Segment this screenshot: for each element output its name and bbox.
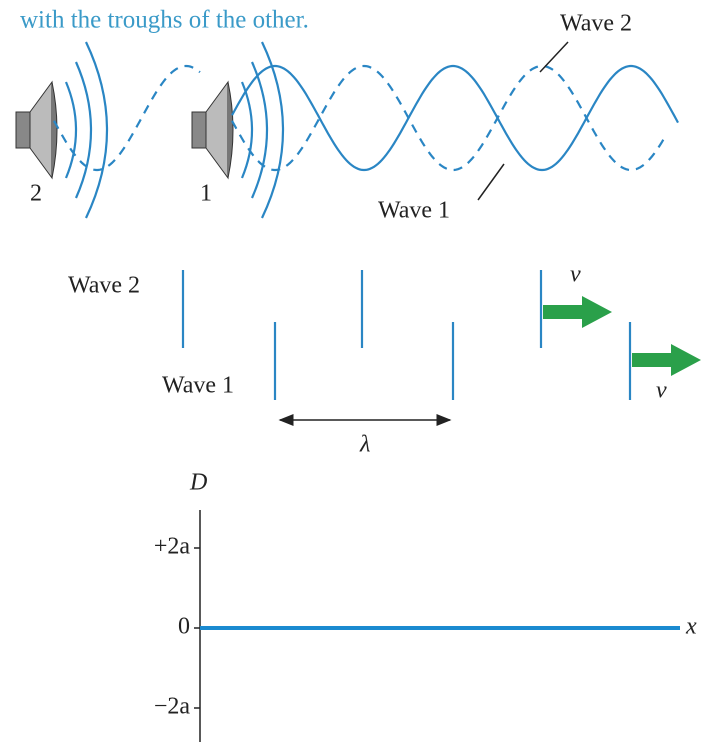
wave-label: Wave 2 bbox=[560, 11, 632, 37]
speaker-2 bbox=[15, 80, 58, 180]
wave-2-curve bbox=[53, 64, 667, 172]
wavefront-arc bbox=[74, 61, 93, 199]
tick-label: +2a bbox=[154, 534, 191, 560]
wave-label: Wave 2 bbox=[68, 273, 140, 299]
wavefront-arc bbox=[85, 41, 109, 219]
wavefront-arc bbox=[64, 81, 78, 179]
wavefront-arc bbox=[250, 61, 269, 199]
speaker-label: 2 bbox=[30, 181, 42, 207]
x-axis-label: x bbox=[685, 614, 697, 640]
wave-1-curve bbox=[231, 64, 679, 172]
wavefront-arc bbox=[261, 41, 285, 219]
speed-label: v bbox=[656, 378, 667, 404]
speed-label: v bbox=[570, 262, 581, 288]
caption: with the troughs of the other. bbox=[20, 7, 309, 34]
wave-label: Wave 1 bbox=[162, 373, 234, 399]
tick-label: −2a bbox=[154, 694, 191, 720]
velocity-arrow bbox=[632, 344, 701, 376]
wavelength-label: λ bbox=[359, 432, 370, 458]
leader-line bbox=[477, 163, 505, 201]
speaker-label: 1 bbox=[200, 181, 212, 207]
wave-label: Wave 1 bbox=[378, 198, 450, 224]
speaker-1 bbox=[191, 80, 234, 180]
leader-line bbox=[539, 41, 569, 73]
y-axis-label: D bbox=[189, 470, 207, 496]
tick-label: 0 bbox=[178, 614, 190, 640]
velocity-arrow bbox=[543, 296, 612, 328]
